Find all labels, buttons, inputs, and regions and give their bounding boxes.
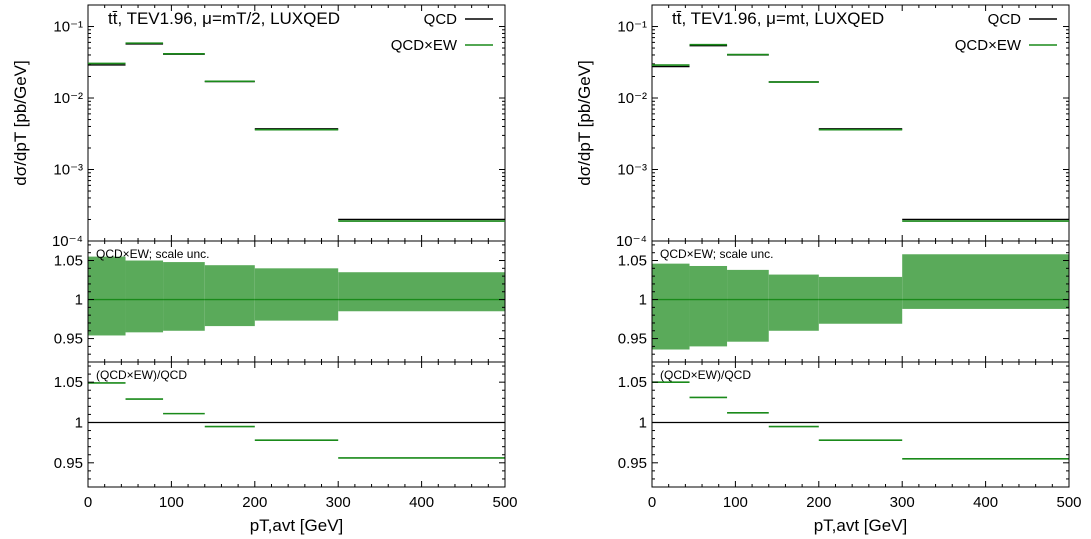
scale-band: [254, 268, 339, 321]
y-tick-label-ratio: 1: [75, 292, 83, 309]
x-tick-label: 300: [326, 494, 351, 511]
x-tick-label: 400: [409, 494, 434, 511]
y-tick-label-ratio: 1.05: [618, 374, 647, 391]
bottom-panel-frame: [651, 361, 1070, 488]
y-tick-label-ratio: 0.95: [54, 455, 83, 472]
scale-band: [768, 274, 819, 331]
scale-band: [204, 265, 255, 327]
scale-band: [727, 269, 769, 342]
y-tick-label-top: 10⁻¹: [617, 19, 647, 36]
y-tick-label-top: 10⁻³: [53, 162, 83, 179]
y-tick-label-top: 10⁻⁴: [52, 233, 83, 250]
scale-band: [338, 272, 505, 312]
x-tick-label: 100: [159, 494, 184, 511]
x-axis-label: pT,avt [GeV]: [250, 516, 344, 535]
scale-band: [125, 260, 164, 333]
legend-label-qcdew: QCD×EW: [391, 37, 458, 54]
middle-panel-label: QCD×EW; scale unc.: [96, 247, 209, 261]
y-tick-label-ratio: 1: [75, 414, 83, 431]
x-tick-label: 200: [806, 494, 831, 511]
y-tick-label-top: 10⁻⁴: [616, 233, 647, 250]
y-tick-label-top: 10⁻²: [53, 90, 83, 107]
y-tick-label-ratio: 1: [639, 414, 647, 431]
middle-panel-label: QCD×EW; scale unc.: [660, 247, 773, 261]
scale-band: [163, 262, 205, 331]
y-tick-label-ratio: 0.95: [618, 455, 647, 472]
x-tick-label: 0: [648, 494, 656, 511]
scale-band: [689, 265, 728, 347]
y-tick-label-top: 10⁻¹: [53, 19, 83, 36]
chart-title: tt̄, TEV1.96, μ=mT/2, LUXQED: [108, 9, 340, 28]
legend-label-qcdew: QCD×EW: [955, 37, 1022, 54]
x-tick-label: 0: [84, 494, 92, 511]
y-tick-label-ratio: 0.95: [54, 331, 83, 348]
scale-band: [902, 254, 1069, 309]
x-tick-label: 500: [1056, 494, 1081, 511]
chart-1: 10⁻⁴ 10⁻³ 10⁻² 10⁻¹ tt̄, TEV1.96, μ=mt, LUXQ…: [575, 4, 1082, 535]
scale-band: [88, 256, 126, 336]
y-axis-label: dσ/dpT [pb/GeV]: [11, 60, 30, 185]
x-axis-label: pT,avt [GeV]: [814, 516, 908, 535]
y-axis-label: dσ/dpT [pb/GeV]: [575, 60, 594, 185]
bottom-panel-label: (QCD×EW)/QCD: [660, 368, 751, 382]
scale-band: [652, 263, 690, 350]
scale-band: [818, 276, 903, 324]
chart-title: tt̄, TEV1.96, μ=mt, LUXQED: [672, 9, 884, 28]
legend-label-qcd: QCD: [988, 11, 1022, 28]
bottom-panel-frame: [87, 361, 506, 488]
bottom-panel-label: (QCD×EW)/QCD: [96, 368, 187, 382]
legend-label-qcd: QCD: [424, 11, 458, 28]
x-tick-label: 300: [890, 494, 915, 511]
y-tick-label-ratio: 1.05: [54, 374, 83, 391]
x-tick-label: 500: [492, 494, 517, 511]
x-tick-label: 400: [973, 494, 998, 511]
y-tick-label-top: 10⁻²: [617, 90, 647, 107]
y-tick-label-ratio: 1.05: [54, 253, 83, 270]
x-tick-label: 100: [723, 494, 748, 511]
y-tick-label-top: 10⁻³: [617, 162, 647, 179]
y-tick-label-ratio: 1.05: [618, 253, 647, 270]
x-tick-label: 200: [242, 494, 267, 511]
y-tick-label-ratio: 0.95: [618, 331, 647, 348]
chart-0: 10⁻⁴ 10⁻³ 10⁻² 10⁻¹ tt̄, TEV1.96, μ=mT/2, LU…: [11, 4, 518, 535]
y-tick-label-ratio: 1: [639, 292, 647, 309]
